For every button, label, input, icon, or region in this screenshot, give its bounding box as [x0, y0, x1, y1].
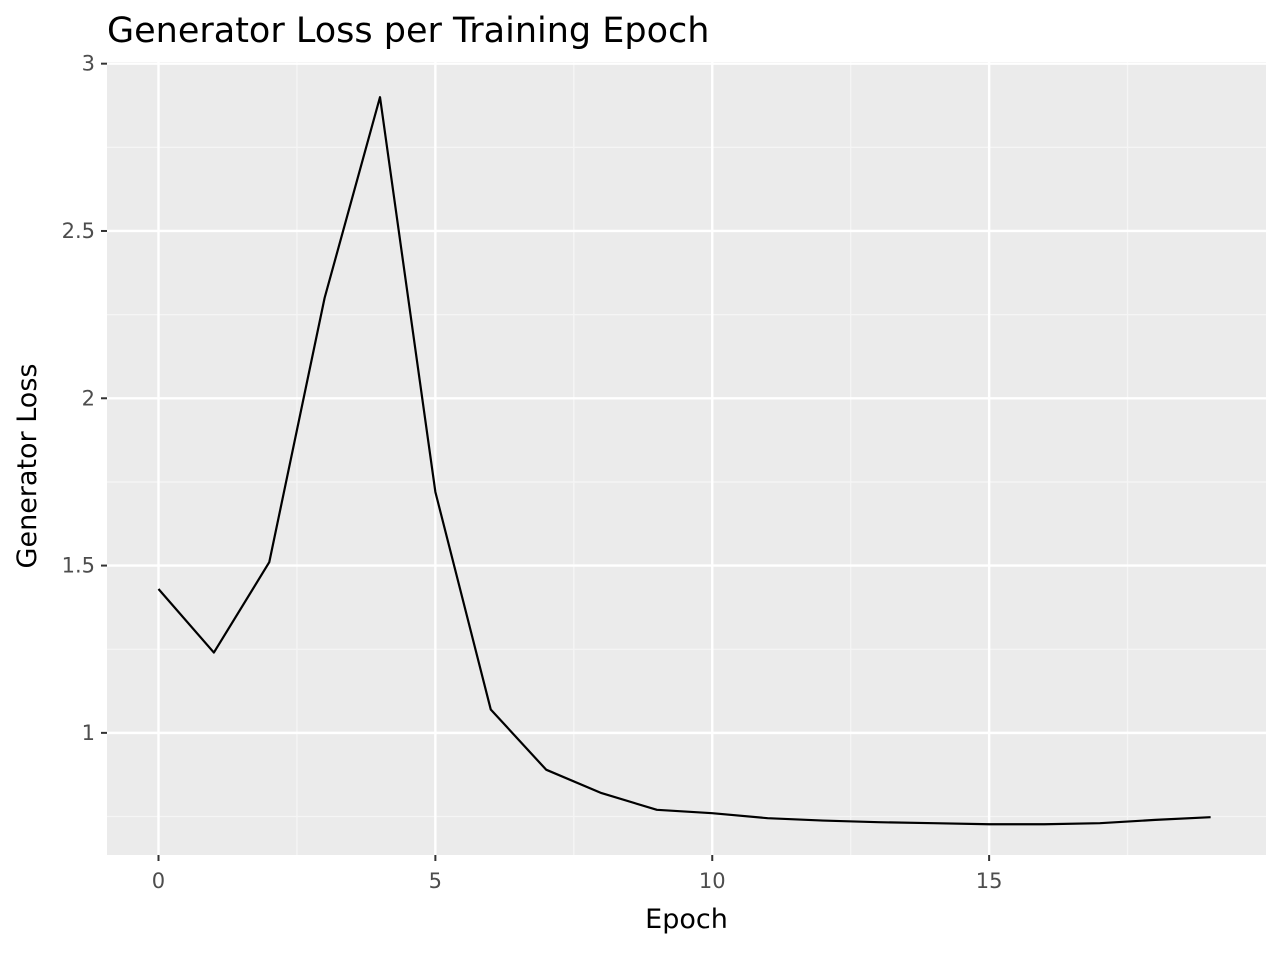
series-line-1 — [157, 96, 1211, 826]
series-layer — [157, 96, 1211, 826]
panel-background — [107, 62, 1266, 855]
minor-gridlines — [107, 62, 1266, 855]
y-tick-label: 2.5 — [62, 219, 95, 243]
y-tick-label: 2 — [82, 386, 95, 410]
axis-ticks — [101, 62, 991, 861]
y-tick-label: 3 — [82, 52, 95, 76]
y-tick-label: 1 — [82, 721, 95, 745]
y-axis-title: Generator Loss — [12, 364, 43, 569]
x-axis-title: Epoch — [645, 904, 728, 935]
x-tick-label: 5 — [429, 869, 442, 893]
x-tick-label: 15 — [976, 869, 1003, 893]
major-gridlines — [107, 62, 1266, 855]
chart-title: Generator Loss per Training Epoch — [107, 11, 709, 51]
tick-labels: 0 5 10 15 1 1.5 2 2.5 3 — [62, 52, 1003, 893]
x-tick-label: 10 — [699, 869, 726, 893]
y-tick-label: 1.5 — [62, 554, 95, 578]
x-tick-label: 0 — [152, 869, 165, 893]
plot-panel — [107, 62, 1266, 855]
